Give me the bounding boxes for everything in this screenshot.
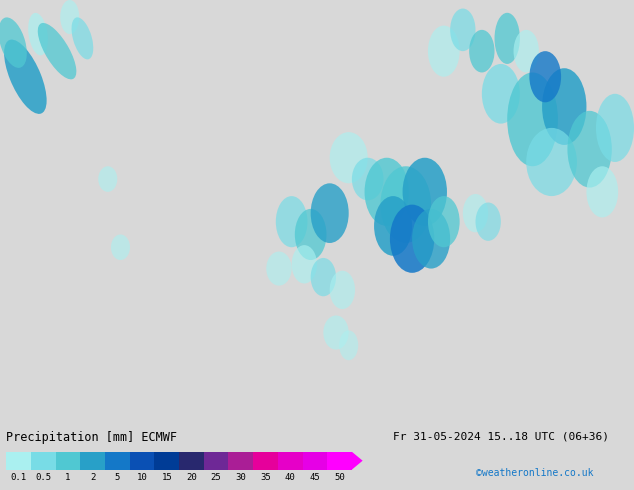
Ellipse shape xyxy=(311,183,349,243)
Ellipse shape xyxy=(403,158,447,226)
Ellipse shape xyxy=(529,51,561,102)
Text: 10: 10 xyxy=(137,473,148,483)
Ellipse shape xyxy=(526,128,577,196)
Text: 45: 45 xyxy=(309,473,320,483)
Ellipse shape xyxy=(330,132,368,183)
Ellipse shape xyxy=(495,13,520,64)
Ellipse shape xyxy=(450,8,476,51)
Ellipse shape xyxy=(390,205,434,273)
Ellipse shape xyxy=(463,194,488,232)
Ellipse shape xyxy=(374,196,412,256)
Text: 50: 50 xyxy=(334,473,345,483)
Ellipse shape xyxy=(586,166,618,218)
Text: 0.1: 0.1 xyxy=(11,473,27,483)
Text: 35: 35 xyxy=(260,473,271,483)
Text: 15: 15 xyxy=(162,473,172,483)
Ellipse shape xyxy=(276,196,307,247)
Ellipse shape xyxy=(339,330,358,360)
Text: 0.5: 0.5 xyxy=(36,473,51,483)
Text: 25: 25 xyxy=(210,473,221,483)
Bar xyxy=(179,452,204,469)
Ellipse shape xyxy=(514,30,539,73)
Ellipse shape xyxy=(98,166,117,192)
Ellipse shape xyxy=(507,73,558,166)
Text: 1: 1 xyxy=(65,473,71,483)
Text: 30: 30 xyxy=(235,473,246,483)
Ellipse shape xyxy=(596,94,634,162)
Ellipse shape xyxy=(28,13,48,55)
Text: ©weatheronline.co.uk: ©weatheronline.co.uk xyxy=(476,467,593,478)
Ellipse shape xyxy=(4,40,47,114)
Ellipse shape xyxy=(72,17,93,59)
Text: 2: 2 xyxy=(90,473,95,483)
Ellipse shape xyxy=(330,270,355,309)
Ellipse shape xyxy=(482,64,520,123)
Ellipse shape xyxy=(365,158,409,226)
Bar xyxy=(253,452,278,469)
Ellipse shape xyxy=(412,209,450,269)
Text: 20: 20 xyxy=(186,473,197,483)
Ellipse shape xyxy=(476,202,501,241)
Ellipse shape xyxy=(380,166,431,243)
Bar xyxy=(327,452,352,469)
Bar xyxy=(204,452,228,469)
Bar xyxy=(31,452,56,469)
Ellipse shape xyxy=(428,196,460,247)
Ellipse shape xyxy=(0,18,27,68)
Text: Precipitation [mm] ECMWF: Precipitation [mm] ECMWF xyxy=(6,431,178,444)
Ellipse shape xyxy=(428,25,460,77)
Bar xyxy=(56,452,81,469)
Bar xyxy=(105,452,130,469)
Bar xyxy=(6,452,31,469)
Text: 40: 40 xyxy=(285,473,295,483)
Bar xyxy=(130,452,155,469)
Ellipse shape xyxy=(266,251,292,286)
Bar xyxy=(155,452,179,469)
Bar xyxy=(278,452,302,469)
Ellipse shape xyxy=(567,111,612,188)
Ellipse shape xyxy=(542,68,586,145)
Ellipse shape xyxy=(38,23,76,79)
Ellipse shape xyxy=(311,258,336,296)
Text: 5: 5 xyxy=(115,473,120,483)
Bar xyxy=(228,452,253,469)
Ellipse shape xyxy=(111,234,130,260)
Polygon shape xyxy=(352,452,363,469)
Ellipse shape xyxy=(295,209,327,260)
Ellipse shape xyxy=(469,30,495,73)
Ellipse shape xyxy=(292,245,317,284)
Ellipse shape xyxy=(60,0,79,34)
Bar xyxy=(302,452,327,469)
Bar xyxy=(81,452,105,469)
Text: Fr 31-05-2024 15..18 UTC (06+36): Fr 31-05-2024 15..18 UTC (06+36) xyxy=(393,431,609,441)
Ellipse shape xyxy=(323,316,349,349)
Ellipse shape xyxy=(352,158,384,200)
